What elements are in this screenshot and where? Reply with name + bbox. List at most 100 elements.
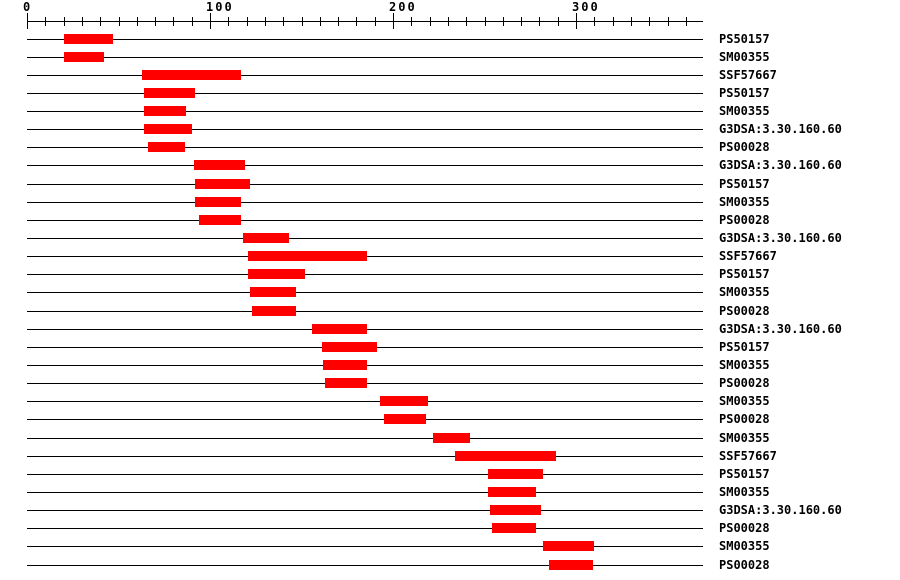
axis-line — [27, 21, 703, 22]
axis-tick-minor — [686, 17, 687, 26]
domain-bar — [243, 233, 289, 243]
axis-tick-minor — [411, 17, 412, 26]
axis-tick-minor — [192, 17, 193, 26]
axis-tick-minor — [521, 17, 522, 26]
signature-label: PS00028 — [719, 521, 770, 535]
signature-label: G3DSA:3.30.160.60 — [719, 503, 842, 517]
domain-bar — [144, 88, 195, 98]
domain-bar — [490, 505, 541, 515]
signature-label: PS00028 — [719, 213, 770, 227]
signature-label: SM00355 — [719, 104, 770, 118]
axis-tick-minor — [539, 17, 540, 26]
signature-label: SM00355 — [719, 50, 770, 64]
feature-row-line — [27, 456, 703, 457]
feature-row-line — [27, 292, 703, 293]
signature-label: SM00355 — [719, 485, 770, 499]
axis-tick-minor — [100, 17, 101, 26]
domain-bar — [250, 287, 296, 297]
domain-bar — [549, 560, 593, 570]
domain-bar — [455, 451, 556, 461]
axis-tick-minor — [503, 17, 504, 26]
feature-row-line — [27, 147, 703, 148]
domain-bar — [195, 197, 241, 207]
feature-row-line — [27, 129, 703, 130]
feature-row-line — [27, 57, 703, 58]
signature-label: PS00028 — [719, 412, 770, 426]
feature-row-line — [27, 75, 703, 76]
axis-tick-minor — [649, 17, 650, 26]
signature-label: SM00355 — [719, 195, 770, 209]
axis-tick-major — [210, 13, 211, 29]
signature-label: PS50157 — [719, 340, 770, 354]
domain-bar — [325, 378, 367, 388]
domain-bar — [64, 52, 104, 62]
axis-tick-label: 100 — [206, 0, 234, 14]
feature-row-line — [27, 510, 703, 511]
signature-label: SSF57667 — [719, 249, 777, 263]
domain-bar — [433, 433, 470, 443]
feature-row-line — [27, 93, 703, 94]
domain-bar — [252, 306, 296, 316]
domain-bar — [488, 469, 543, 479]
axis-tick-label: 200 — [389, 0, 417, 14]
feature-row-line — [27, 220, 703, 221]
axis-tick-minor — [155, 17, 156, 26]
signature-label: G3DSA:3.30.160.60 — [719, 122, 842, 136]
axis-tick-minor — [668, 17, 669, 26]
domain-bar — [312, 324, 367, 334]
axis-tick-minor — [558, 17, 559, 26]
signature-label: PS00028 — [719, 140, 770, 154]
signature-label: PS50157 — [719, 32, 770, 46]
feature-row-line — [27, 238, 703, 239]
axis-tick-major — [576, 13, 577, 29]
signature-label: PS00028 — [719, 558, 770, 572]
domain-bar — [322, 342, 377, 352]
signature-label: SM00355 — [719, 539, 770, 553]
signature-label: G3DSA:3.30.160.60 — [719, 158, 842, 172]
axis-tick-minor — [594, 17, 595, 26]
signature-label: PS00028 — [719, 376, 770, 390]
feature-row-line — [27, 111, 703, 112]
domain-bar — [323, 360, 367, 370]
domain-bar — [195, 179, 250, 189]
feature-row-line — [27, 401, 703, 402]
feature-row-line — [27, 202, 703, 203]
domain-bar — [64, 34, 113, 44]
axis-tick-minor — [448, 17, 449, 26]
signature-label: PS50157 — [719, 177, 770, 191]
domain-bar — [194, 160, 245, 170]
domain-bar — [380, 396, 428, 406]
axis-tick-minor — [265, 17, 266, 26]
signature-label: SM00355 — [719, 285, 770, 299]
axis-tick-minor — [613, 17, 614, 26]
axis-tick-minor — [247, 17, 248, 26]
domain-bar — [543, 541, 594, 551]
domain-bar — [144, 124, 192, 134]
feature-row-line — [27, 565, 703, 566]
feature-row-line — [27, 474, 703, 475]
feature-row-line — [27, 419, 703, 420]
axis-tick-major — [27, 13, 28, 29]
feature-row-line — [27, 184, 703, 185]
signature-label: SM00355 — [719, 358, 770, 372]
feature-row-line — [27, 438, 703, 439]
axis-tick-minor — [485, 17, 486, 26]
axis-tick-minor — [302, 17, 303, 26]
signature-label: SM00355 — [719, 431, 770, 445]
domain-bar — [248, 269, 305, 279]
axis-tick-minor — [430, 17, 431, 26]
axis-tick-label: 0 — [23, 0, 33, 14]
feature-row-line — [27, 39, 703, 40]
signature-label: PS50157 — [719, 467, 770, 481]
domain-bar — [488, 487, 536, 497]
feature-row-line — [27, 165, 703, 166]
feature-row-line — [27, 528, 703, 529]
feature-row-line — [27, 311, 703, 312]
axis-tick-minor — [283, 17, 284, 26]
axis-tick-minor — [228, 17, 229, 26]
signature-label: PS50157 — [719, 86, 770, 100]
axis-tick-minor — [631, 17, 632, 26]
feature-row-line — [27, 274, 703, 275]
domain-bar — [144, 106, 186, 116]
